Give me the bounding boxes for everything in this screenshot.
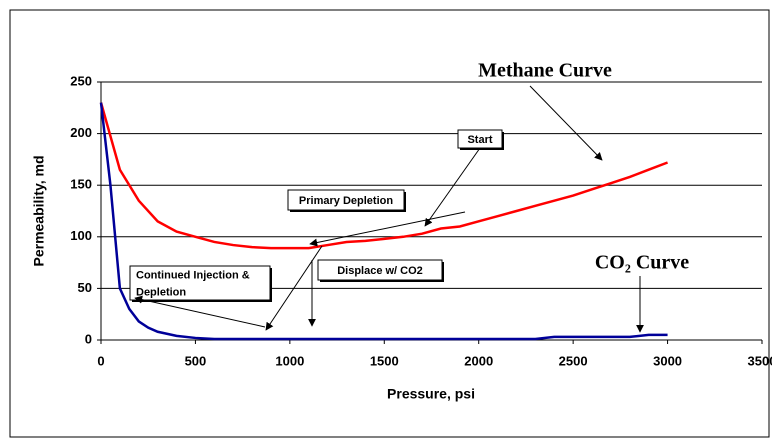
annotation-text: Displace w/ CO2: [337, 265, 423, 277]
series-line: [99, 102, 669, 250]
x-tick-label: 2000: [464, 353, 493, 368]
x-axis-label: Pressure, psi: [387, 386, 475, 402]
y-tick-label: 250: [70, 73, 92, 88]
box-frame: [129, 265, 271, 301]
x-tick-label: 2500: [559, 353, 588, 368]
y-axis-label: Permeability, md: [31, 155, 47, 266]
x-tick-label: 3000: [653, 353, 682, 368]
arrow: [529, 85, 603, 161]
curve-label: CO₂ Curve: [595, 252, 689, 274]
series-line: [99, 102, 668, 341]
x-tick-label: 0: [97, 353, 104, 368]
x-tick-label: 1500: [370, 353, 399, 368]
y-tick-label: 200: [70, 125, 92, 140]
y-tick-label: 100: [70, 228, 92, 243]
annotation-box: Continued Injection & Depletion: [129, 265, 272, 302]
annotation-text: Depletion: [136, 286, 186, 298]
arrow: [424, 147, 481, 227]
annotation-text: Continued Injection &: [136, 269, 250, 281]
annotation-box: Primary Depletion: [287, 189, 406, 212]
arrow: [134, 295, 266, 328]
annotation-box: Displace w/ CO2: [317, 259, 444, 282]
x-tick-label: 500: [185, 353, 207, 368]
y-tick-label: 0: [85, 331, 92, 346]
x-tick-label: 3500: [748, 353, 772, 368]
frame: [9, 9, 770, 438]
box-frame: [317, 259, 443, 281]
curve-label: Methane Curve: [478, 60, 612, 82]
annotation-text: Start: [467, 134, 492, 146]
arrow: [265, 245, 323, 331]
arrow: [309, 211, 466, 247]
annotation-box: Start: [457, 129, 504, 150]
x-tick-label: 1000: [275, 353, 304, 368]
annotation-text: Primary Depletion: [299, 195, 393, 207]
y-tick-label: 150: [70, 177, 92, 192]
box-frame: [287, 189, 405, 211]
y-tick-label: 50: [78, 280, 92, 295]
